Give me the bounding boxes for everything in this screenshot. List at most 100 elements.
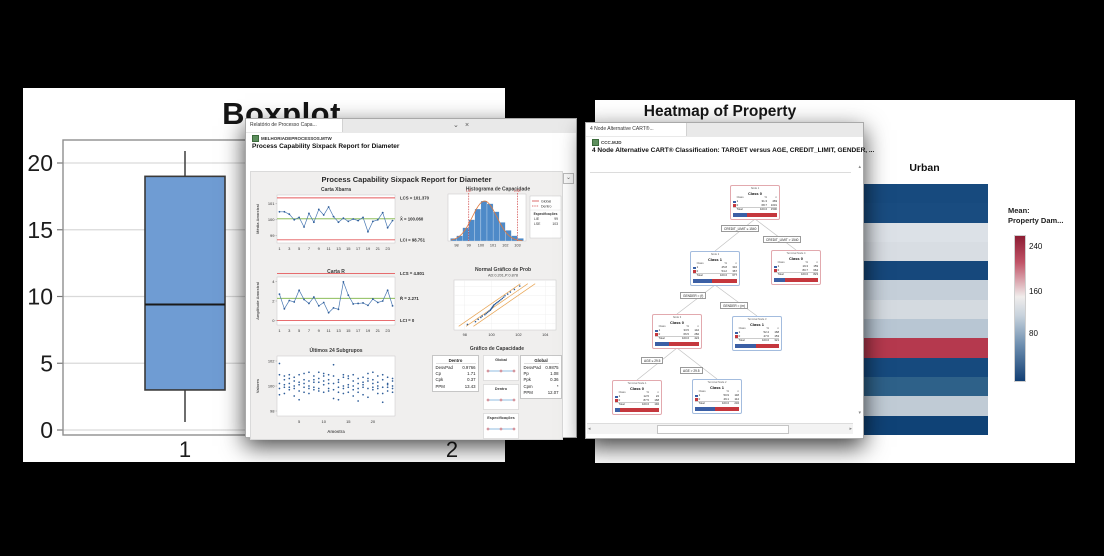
- heatmap-cell: [861, 241, 988, 262]
- svg-text:7: 7: [308, 246, 311, 251]
- svg-text:1: 1: [278, 328, 281, 333]
- cart-tree-canvas: Node 1 Class 0 Class% n 1 31.3 469 0 68.7 1031 Tot…: [587, 173, 853, 431]
- svg-text:20: 20: [371, 419, 376, 424]
- stats-row: Pp 1.08: [523, 371, 559, 377]
- capability-tab-bar: Relatório de Processo Capa... ⌄ ×: [246, 119, 576, 134]
- interval-plot-global: Global: [483, 355, 519, 381]
- scroll-right-icon[interactable]: ▸: [849, 426, 852, 432]
- tree-split-label: CREDIT_LIMIT > 1540: [763, 236, 802, 243]
- svg-text:LCI = 98.751: LCI = 98.751: [400, 237, 426, 242]
- svg-text:Carta Xbarra: Carta Xbarra: [321, 187, 351, 193]
- tree-connectors: [636, 218, 797, 381]
- svg-text:Dentro: Dentro: [541, 204, 552, 208]
- tree-node-t4: Terminal Node 4 Class 0 Class% n 1 19.3 159 0 80…: [771, 250, 821, 285]
- cart-divider: [590, 172, 851, 173]
- svg-text:Global: Global: [495, 358, 507, 362]
- stats-row: PPM 13.43: [435, 383, 476, 389]
- horizontal-scroll-thumb[interactable]: [657, 425, 789, 434]
- stats-table-title: Dentro: [435, 358, 476, 364]
- svg-text:20: 20: [27, 150, 53, 176]
- capability-report-window: Relatório de Processo Capa... ⌄ × MELHOR…: [245, 118, 577, 440]
- interval-plot-dentro: Dentro: [483, 384, 519, 410]
- tab-cart-report[interactable]: 4 Node Alternative CART®...: [586, 123, 687, 136]
- heatmap-cell: [861, 222, 988, 242]
- vertical-scroll-down-icon[interactable]: ▾: [858, 410, 861, 416]
- heatmap-cell: [861, 261, 988, 281]
- svg-text:23: 23: [385, 246, 390, 251]
- heatmap-cell: [861, 396, 988, 416]
- svg-text:9: 9: [318, 246, 321, 251]
- capability-canvas: Process Capability Sixpack Report for Di…: [250, 171, 563, 440]
- capability-heading: Process Capability Sixpack Report for Di…: [252, 143, 400, 150]
- svg-text:3: 3: [288, 328, 291, 333]
- svg-text:17: 17: [356, 328, 361, 333]
- horizontal-scrollbar[interactable]: ◂ ▸: [587, 423, 853, 434]
- heatmap-cell: [861, 203, 988, 223]
- capability-plot-title: Gráfico de Capacidade: [469, 346, 525, 352]
- tree-node-t1: Terminal Node 1 Class 0 Class% n 1 12.5 24 0 87.…: [612, 380, 662, 415]
- svg-text:21: 21: [376, 246, 381, 251]
- svg-text:15: 15: [27, 217, 53, 243]
- svg-text:2: 2: [272, 298, 275, 303]
- svg-text:LIE: LIE: [534, 217, 540, 221]
- canvas-scroll-button[interactable]: ⌄: [563, 173, 574, 184]
- svg-text:LCI = 0: LCI = 0: [400, 318, 415, 323]
- tree-node-t2: Terminal Node 2 Class 1 Class% n 1 50.9 118 0 49…: [692, 379, 742, 414]
- capability-window-content: MELHORIADEPROCESSOS.MTW Process Capabili…: [246, 133, 576, 440]
- svg-text:LCS = 101.370: LCS = 101.370: [400, 195, 430, 200]
- svg-text:99: 99: [270, 233, 275, 238]
- tab-capability-report[interactable]: Relatório de Processo Capa...: [246, 119, 343, 132]
- stats-table-title: Global: [523, 358, 559, 364]
- tab-collapse-icon[interactable]: ⌄: [453, 122, 459, 129]
- svg-text:100: 100: [268, 383, 275, 388]
- svg-text:Amostra: Amostra: [327, 429, 345, 434]
- heatmap-legend-title: Mean: Property Dam...: [1008, 206, 1063, 226]
- svg-text:15: 15: [346, 328, 351, 333]
- heatmap-grid: [861, 184, 988, 435]
- heatmap-cell: [861, 280, 988, 300]
- tab-close-icon[interactable]: ×: [465, 122, 470, 129]
- svg-text:7: 7: [308, 328, 311, 333]
- cart-window-content: CCC.MJD 4 Node Alternative CART® Classif…: [586, 137, 874, 438]
- cart-tab-bar: 4 Node Alternative CART®...: [586, 123, 863, 138]
- svg-text:101: 101: [268, 201, 275, 206]
- svg-text:X̄ = 100.060: X̄ = 100.060: [400, 216, 424, 221]
- svg-text:4: 4: [272, 279, 275, 284]
- vertical-scroll-up-icon[interactable]: ▴: [858, 164, 861, 170]
- cart-window: 4 Node Alternative CART®... CCC.MJD 4 No…: [585, 122, 874, 439]
- svg-text:102: 102: [502, 244, 508, 248]
- svg-text:2: 2: [446, 437, 458, 462]
- cart-worksheet-label: CCC.MJD: [592, 139, 622, 146]
- svg-text:5: 5: [40, 350, 53, 376]
- svg-text:LSE: LSE: [534, 222, 541, 226]
- cart-worksheet-name: CCC.MJD: [601, 140, 622, 145]
- svg-text:19: 19: [366, 328, 371, 333]
- svg-text:15: 15: [346, 246, 351, 251]
- svg-text:104: 104: [542, 333, 548, 337]
- stats-row: Cpk 0.37: [435, 377, 476, 383]
- svg-text:23: 23: [385, 328, 390, 333]
- stats-row: Cpm *: [523, 383, 559, 389]
- svg-text:100: 100: [478, 244, 484, 248]
- svg-text:1: 1: [179, 437, 191, 462]
- scroll-left-icon[interactable]: ◂: [588, 426, 591, 432]
- svg-text:98: 98: [270, 408, 275, 413]
- svg-text:102: 102: [515, 333, 521, 337]
- svg-text:10: 10: [321, 419, 326, 424]
- svg-text:Últimos 24 Subgrupos: Últimos 24 Subgrupos: [309, 347, 362, 354]
- svg-text:13: 13: [336, 328, 341, 333]
- svg-text:99: 99: [467, 244, 471, 248]
- tree-split-label: CREDIT_LIMIT ≤ 1540: [721, 225, 760, 232]
- colorbar-tick-label: 240: [1029, 241, 1043, 251]
- svg-text:R̄ = 2.271: R̄ = 2.271: [400, 296, 419, 301]
- tree-split-label: GENDER = (f): [680, 292, 707, 299]
- svg-text:Valores: Valores: [255, 378, 260, 393]
- svg-text:101: 101: [490, 244, 496, 248]
- tree-node-n1: Node 1 Class 0 Class% n 1 31.3 469 0 68.7 1031 Tot…: [730, 185, 780, 220]
- svg-text:LCS = 4.801: LCS = 4.801: [400, 271, 425, 276]
- svg-text:98: 98: [454, 244, 458, 248]
- heatmap-cell: [861, 299, 988, 320]
